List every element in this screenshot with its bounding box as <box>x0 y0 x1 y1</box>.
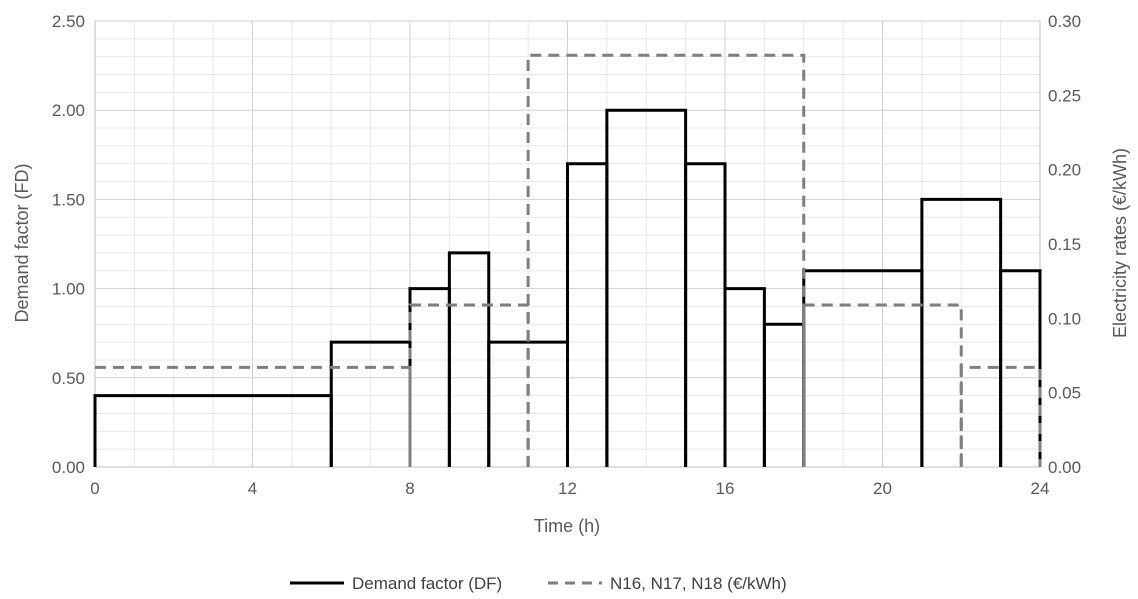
x-tick-label: 24 <box>1031 479 1050 498</box>
step-segment <box>526 53 806 467</box>
y-right-tick-label: 0.10 <box>1048 309 1081 328</box>
series-electricity-rates <box>95 53 1042 467</box>
y-left-tick-label: 0.00 <box>52 458 85 477</box>
step-segment <box>566 162 609 467</box>
x-tick-label: 20 <box>873 479 892 498</box>
x-tick-label: 4 <box>248 479 257 498</box>
y-left-tick-label: 2.00 <box>52 101 85 120</box>
y-right-tick-label: 0.15 <box>1048 235 1081 254</box>
y-right-tick-label: 0.20 <box>1048 161 1081 180</box>
series-layer <box>93 53 1042 467</box>
step-segment <box>999 269 1042 467</box>
x-axis-title: Time (h) <box>534 516 600 536</box>
y-left-tick-label: 1.50 <box>52 190 85 209</box>
x-tick-label: 0 <box>90 479 99 498</box>
legend-label-electricity-rates: N16, N17, N18 (€/kWh) <box>610 574 787 593</box>
y-left-tick-label: 1.00 <box>52 280 85 299</box>
x-tick-label: 8 <box>405 479 414 498</box>
x-tick-label: 16 <box>716 479 735 498</box>
y-right-axis-title: Electricity rates (€/kWh) <box>1110 148 1130 338</box>
step-segment <box>684 162 727 467</box>
y-right-tick-label: 0.30 <box>1048 12 1081 31</box>
step-segment <box>408 303 530 467</box>
x-tick-label: 12 <box>558 479 577 498</box>
legend: Demand factor (DF) N16, N17, N18 (€/kWh) <box>290 574 787 593</box>
y-left-tick-label: 0.50 <box>52 369 85 388</box>
y-right-tick-label: 0.05 <box>1048 384 1081 403</box>
y-right-tick-label: 0.25 <box>1048 86 1081 105</box>
y-left-tick-label: 2.50 <box>52 12 85 31</box>
ticks-layer: 0 4 8 12 16 20 24 0.00 0.50 1.00 1.50 2.00 2.50 0.00 0… <box>52 12 1081 498</box>
y-left-axis-title: Demand factor (FD) <box>12 163 32 322</box>
y-right-tick-label: 0.00 <box>1048 458 1081 477</box>
legend-label-demand-factor: Demand factor (DF) <box>352 574 502 593</box>
step-segment <box>802 269 924 467</box>
